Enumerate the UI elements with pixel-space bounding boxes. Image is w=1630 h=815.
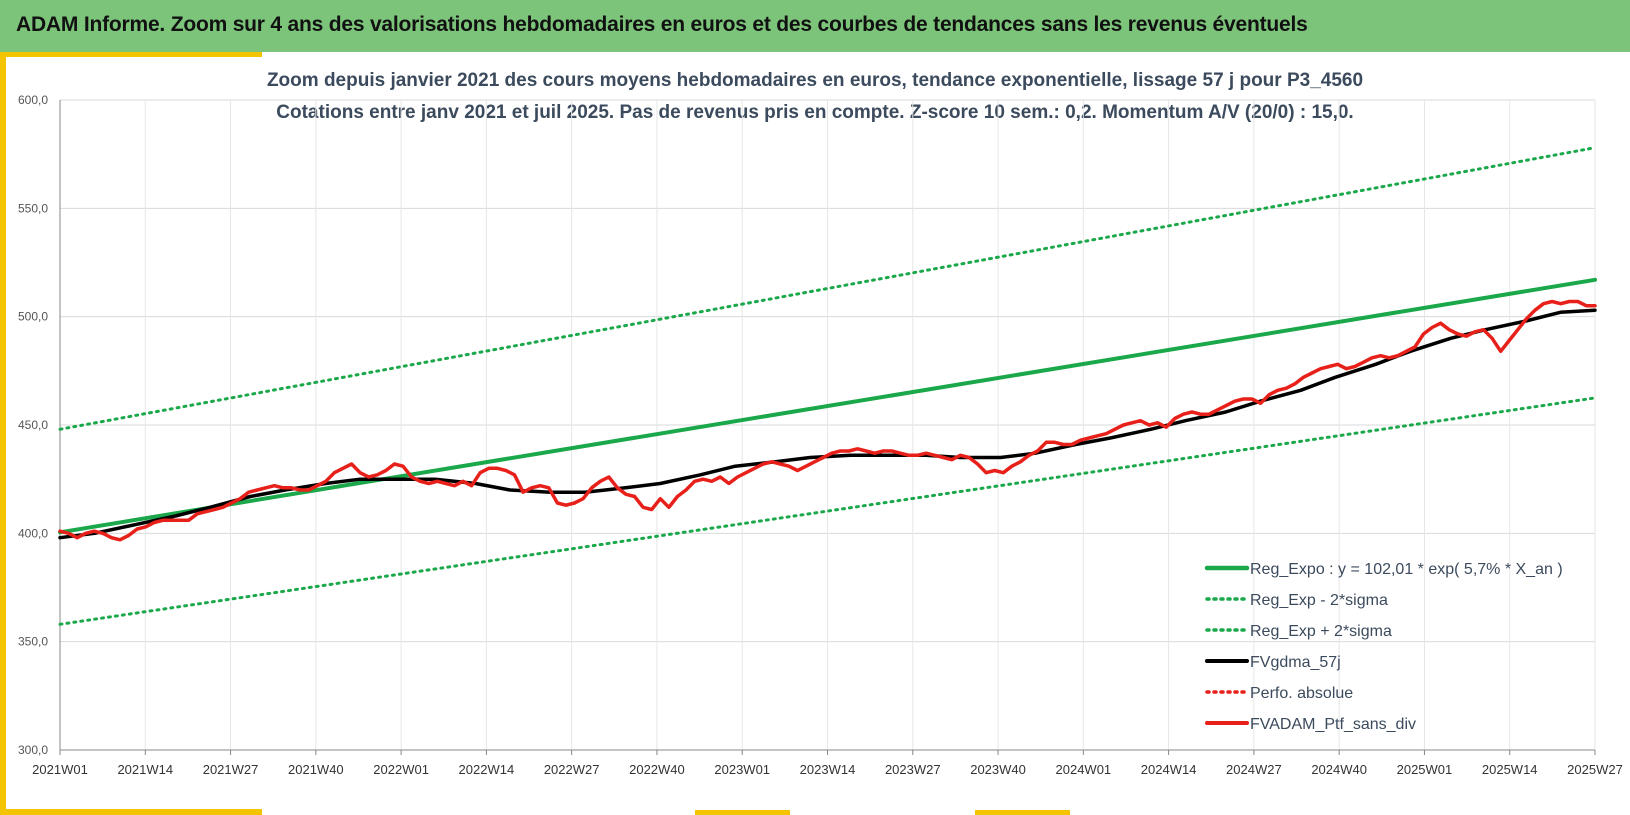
legend-label: FVADAM_Ptf_sans_div <box>1250 716 1416 733</box>
series-line-5 <box>58 299 1597 542</box>
y-tick-label: 400,0 <box>18 526 48 540</box>
y-axis-ticks: 300,0 350,0 400,0 450,0 500,0 550,0 600,0 <box>18 93 48 757</box>
x-tick-label: 2023W27 <box>885 762 941 777</box>
accent-bar-left <box>0 52 6 815</box>
series-line-0 <box>58 277 1597 535</box>
x-tick-label: 2022W14 <box>459 762 515 777</box>
x-tick-label: 2022W27 <box>544 762 600 777</box>
x-tick-label: 2023W01 <box>714 762 770 777</box>
x-tick-label: 2023W40 <box>970 762 1026 777</box>
legend-label: Reg_Exp + 2*sigma <box>1250 623 1392 640</box>
x-tick-label: 2022W40 <box>629 762 685 777</box>
series-lines <box>58 146 1597 626</box>
x-tick-label: 2025W14 <box>1482 762 1538 777</box>
legend-label: Perfo. absolue <box>1250 685 1353 702</box>
series-line-2 <box>58 146 1597 431</box>
grid <box>59 99 1596 755</box>
x-tick-label: 2025W01 <box>1397 762 1453 777</box>
header-banner: ADAM Informe. Zoom sur 4 ans des valoris… <box>0 0 1630 52</box>
y-tick-label: 450,0 <box>18 418 48 432</box>
x-tick-label: 2021W40 <box>288 762 344 777</box>
series-line-1 <box>58 396 1597 626</box>
x-tick-label: 2023W14 <box>800 762 856 777</box>
legend-label: Reg_Expo : y = 102,01 * exp( 5,7% * X_an… <box>1250 561 1563 578</box>
page-title: ADAM Informe. Zoom sur 4 ans des valoris… <box>16 13 1308 36</box>
y-tick-label: 350,0 <box>18 635 48 649</box>
accent-mark-bottom <box>695 810 790 815</box>
x-tick-label: 2024W27 <box>1226 762 1282 777</box>
x-tick-label: 2024W40 <box>1311 762 1367 777</box>
x-tick-label: 2024W14 <box>1141 762 1197 777</box>
accent-bar-bottom <box>0 809 262 815</box>
legend-label: Reg_Exp - 2*sigma <box>1250 592 1388 609</box>
x-tick-label: 2022W01 <box>373 762 429 777</box>
x-axis-ticks: 2021W01 2021W14 2021W27 2021W40 2022W01 2022W… <box>32 762 1623 777</box>
x-tick-label: 2021W14 <box>117 762 173 777</box>
x-tick-label: 2025W27 <box>1567 762 1623 777</box>
y-tick-label: 500,0 <box>18 310 48 324</box>
y-tick-label: 550,0 <box>18 201 48 215</box>
x-tick-label: 2024W01 <box>1056 762 1112 777</box>
chart-title: Zoom depuis janvier 2021 des cours moyen… <box>266 70 1364 91</box>
x-tick-label: 2021W27 <box>203 762 259 777</box>
y-tick-label: 300,0 <box>18 743 48 757</box>
accent-bar-top <box>0 52 262 57</box>
chart-subtitle: Cotations entre janv 2021 et juil 2025. … <box>276 102 1354 123</box>
x-tick-label: 2021W01 <box>32 762 88 777</box>
legend-label: FVgdma_57j <box>1250 654 1341 671</box>
legend: Reg_Expo : y = 102,01 * exp( 5,7% * X_an… <box>1204 561 1563 733</box>
accent-mark-bottom <box>975 810 1070 815</box>
y-tick-label: 600,0 <box>18 93 48 107</box>
